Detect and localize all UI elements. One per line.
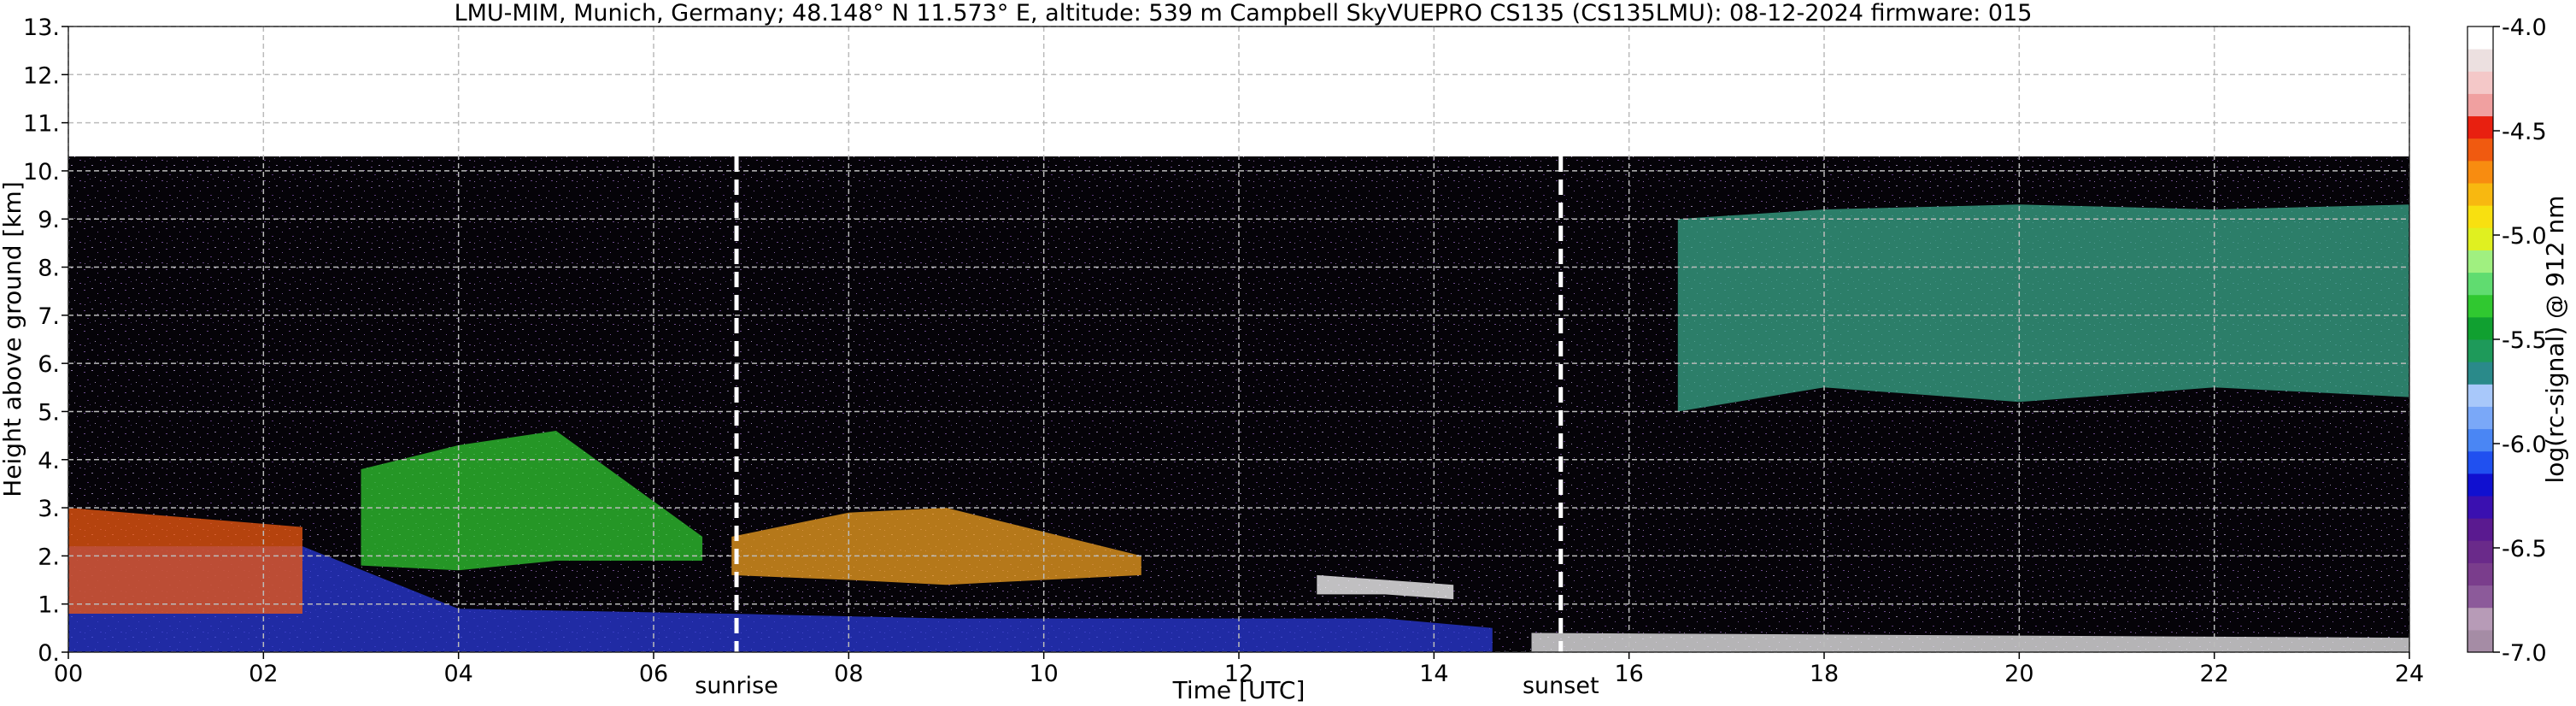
- colorbar-segment: [2467, 406, 2493, 430]
- x-tick-label: 24: [2395, 661, 2424, 687]
- y-tick-label: 0.: [38, 640, 60, 667]
- y-tick-label: 1.: [38, 592, 60, 619]
- colorbar-tick-label: -4.5: [2502, 119, 2547, 145]
- y-axis-label: Height above ground [km]: [0, 181, 26, 497]
- colorbar-segment: [2467, 227, 2493, 250]
- plot-area: sunrise sunset: [67, 26, 2410, 699]
- cloud-layer-boundary-layer-aerosol: [68, 546, 1493, 652]
- colorbar-segment: [2467, 450, 2493, 474]
- colorbar-segment: [2467, 138, 2493, 162]
- colorbar-segment: [2467, 160, 2493, 184]
- cloud-layer-cirrus-16-24: [1677, 204, 2409, 412]
- x-axis-label: Time [UTC]: [1172, 676, 1306, 704]
- x-tick-label: 02: [249, 661, 278, 687]
- cloud-layer-surface-layer-15-24: [1531, 632, 2409, 652]
- cloud-layer-cloud-07-11: [731, 508, 1141, 585]
- colorbar-segment: [2467, 428, 2493, 452]
- colorbar-segment: [2467, 115, 2493, 139]
- colorbar-tick-label: -4.0: [2502, 15, 2547, 41]
- colorbar-segment: [2467, 518, 2493, 541]
- colorbar-segment: [2467, 250, 2493, 274]
- x-tick-label: 14: [1419, 661, 1448, 687]
- x-tick-label: 18: [1810, 661, 1839, 687]
- colorbar-segment: [2467, 93, 2493, 117]
- y-tick-label: 13.: [23, 15, 60, 41]
- colorbar-tick-label: -6.0: [2502, 432, 2547, 458]
- chart-title: LMU-MIM, Munich, Germany; 48.148° N 11.5…: [455, 0, 2033, 26]
- y-tick-label: 4.: [38, 448, 60, 474]
- y-tick-label: 7.: [38, 303, 60, 330]
- cloud-layer-cloud-12-14: [1317, 574, 1454, 600]
- colorbar-segment: [2467, 183, 2493, 206]
- x-tick-label: 12: [1224, 661, 1253, 687]
- y-tick-label: 9.: [38, 207, 60, 233]
- x-tick-label: 16: [1614, 661, 1643, 687]
- colorbar-segment: [2467, 496, 2493, 519]
- cloud-layer-low-cloud-00-02: [68, 508, 302, 614]
- colorbar-segment: [2467, 607, 2493, 631]
- sunrise-label: sunrise: [695, 673, 778, 699]
- x-tick-label: 10: [1029, 661, 1058, 687]
- colorbar-segment: [2467, 562, 2493, 586]
- colorbar-segment: [2467, 294, 2493, 318]
- cloud-layer-cloud-03-05: [361, 431, 703, 571]
- y-tick-label: 3.: [38, 496, 60, 522]
- colorbar-segment: [2467, 71, 2493, 94]
- y-axis: 0. 1. 2. 3. 4. 5. 6. 7. 8. 9. 10. 11. 12. 13.: [23, 15, 68, 667]
- x-axis: 00 02 04 06 08 10 12 14 16 18 20 22 24: [54, 652, 2424, 687]
- y-tick-label: 5.: [38, 399, 60, 426]
- x-tick-label: 00: [54, 661, 83, 687]
- colorbar-segment: [2467, 540, 2493, 563]
- y-tick-label: 2.: [38, 544, 60, 570]
- x-tick-label: 04: [443, 661, 472, 687]
- colorbar-segment: [2467, 585, 2493, 609]
- colorbar-tick-label: -5.0: [2502, 223, 2547, 250]
- colorbar-segment: [2467, 473, 2493, 497]
- day-markers: sunrise sunset: [695, 156, 1599, 699]
- x-tick-label: 22: [2199, 661, 2228, 687]
- y-tick-label: 11.: [23, 111, 60, 138]
- colorbar-label: log(rc-signal) @ 912 nm: [2541, 196, 2569, 484]
- x-tick-label: 20: [2004, 661, 2033, 687]
- colorbar-tick-label: -5.5: [2502, 327, 2547, 354]
- y-tick-label: 10.: [23, 159, 60, 185]
- x-tick-label: 08: [834, 661, 863, 687]
- sunset-label: sunset: [1523, 673, 1599, 699]
- colorbar-tick-label: -7.0: [2502, 640, 2547, 667]
- colorbar-segment: [2467, 384, 2493, 407]
- cloud-layers: [68, 204, 2409, 652]
- colorbar: -4.0 -4.5 -5.0 -5.5 -6.0 -6.5 -7.0: [2467, 15, 2547, 667]
- y-tick-label: 6.: [38, 351, 60, 378]
- colorbar-segment: [2467, 362, 2493, 385]
- colorbar-segment: [2467, 272, 2493, 296]
- colorbar-segment: [2467, 629, 2493, 653]
- colorbar-segment: [2467, 26, 2493, 50]
- colorbar-segment: [2467, 205, 2493, 228]
- colorbar-segment: [2467, 316, 2493, 340]
- x-tick-label: 06: [639, 661, 668, 687]
- y-tick-label: 8.: [38, 256, 60, 282]
- colorbar-segment: [2467, 49, 2493, 72]
- y-tick-label: 12.: [23, 62, 60, 89]
- colorbar-segment: [2467, 339, 2493, 362]
- colorbar-tick-label: -6.5: [2502, 536, 2547, 562]
